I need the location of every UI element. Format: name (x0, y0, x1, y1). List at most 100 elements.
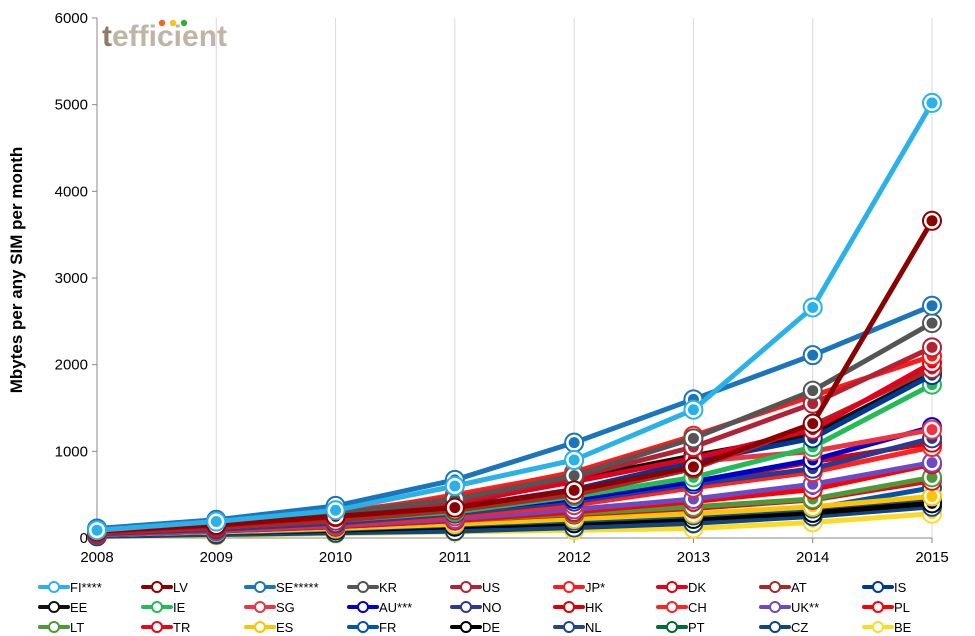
y-tick-label: 1000 (55, 443, 88, 460)
brand-prefix: t (102, 20, 112, 53)
data-point-fill (926, 97, 938, 109)
data-point-fill (449, 502, 461, 514)
legend-label: PL (894, 600, 910, 615)
y-tick-label: 6000 (55, 10, 88, 27)
data-point-fill (807, 385, 819, 397)
legend-item: FI**** (38, 580, 102, 595)
legend-label: IS (894, 580, 907, 595)
data-point-fill (568, 437, 580, 449)
data-point-fill (926, 471, 938, 483)
legend-swatch-marker (460, 601, 472, 613)
legend-item: CZ (759, 620, 808, 635)
legend-item: TR (141, 620, 190, 635)
legend-item: SG (244, 600, 295, 615)
legend-label: SE***** (276, 580, 319, 595)
data-point-fill (926, 490, 938, 502)
axes (92, 17, 933, 543)
legend-swatch-marker (254, 621, 266, 633)
data-point-fill (687, 461, 699, 473)
legend-swatch-marker (769, 621, 781, 633)
legend-item: EE (38, 600, 88, 615)
legend-label: CZ (791, 620, 808, 635)
legend-label: IE (173, 600, 186, 615)
svg-text:tefficient: tefficient (102, 20, 227, 53)
x-tick-label: 2011 (439, 549, 471, 566)
series-lines (87, 92, 942, 547)
y-axis-label: Mbytes per any SIM per month (7, 147, 26, 394)
legend-label: FI**** (70, 580, 102, 595)
legend-swatch-marker (48, 621, 60, 633)
legend-label: PT (688, 620, 705, 635)
legend-item: JP* (553, 580, 605, 595)
legend-swatch-marker (460, 621, 472, 633)
legend-item: LV (141, 580, 188, 595)
y-tick-label: 5000 (55, 97, 88, 114)
legend-item: AT (759, 580, 807, 595)
legend-swatch-marker (563, 581, 575, 593)
legend-item: NL (553, 620, 602, 635)
legend-label: AU*** (379, 600, 412, 615)
data-point-fill (926, 457, 938, 469)
legend-swatch-marker (151, 621, 163, 633)
logo-dot-yellow (169, 19, 177, 27)
legend-item: NO (450, 600, 502, 615)
legend-label: UK** (791, 600, 819, 615)
legend-label: DK (688, 580, 706, 595)
legend-item: FR (347, 620, 396, 635)
legend: FI**** LV SE***** KR US JP* DK AT IS EE IE SG AU*** N… (38, 580, 912, 635)
legend-item: HK (553, 600, 603, 615)
legend-label: LT (70, 620, 84, 635)
legend-item: KR (347, 580, 397, 595)
legend-item: US (450, 580, 500, 595)
x-tick-label: 2008 (80, 549, 113, 566)
series-line (94, 100, 935, 533)
legend-swatch-marker (254, 581, 266, 593)
legend-swatch-marker (563, 601, 575, 613)
legend-item: BE (862, 620, 912, 635)
legend-swatch-marker (563, 621, 575, 633)
y-tick-label: 4000 (55, 183, 88, 200)
legend-swatch-marker (666, 581, 678, 593)
legend-swatch-marker (48, 581, 60, 593)
legend-swatch-marker (872, 581, 884, 593)
data-point-fill (926, 215, 938, 227)
brand-name: efficient (112, 20, 227, 53)
data-point-fill (91, 524, 103, 536)
legend-swatch-marker (357, 581, 369, 593)
legend-swatch-marker (151, 601, 163, 613)
data-point-fill (210, 516, 222, 528)
data-point-fill (568, 454, 580, 466)
legend-label: NO (482, 600, 502, 615)
data-point-fill (807, 398, 819, 410)
legend-label: AT (791, 580, 807, 595)
x-tick-label: 2010 (319, 549, 352, 566)
x-tick-label: 2015 (915, 549, 948, 566)
legend-label: NL (585, 620, 602, 635)
x-tick-labels: 2008 2009 2010 2011 2012 2013 2014 2015 (80, 549, 948, 566)
x-tick-label: 2014 (796, 549, 829, 566)
legend-label: ES (276, 620, 294, 635)
data-point-fill (687, 404, 699, 416)
legend-item: DK (656, 580, 706, 595)
data-point-fill (449, 480, 461, 492)
legend-item: IE (141, 600, 186, 615)
legend-label: TR (173, 620, 190, 635)
legend-label: SG (276, 600, 295, 615)
data-point-fill (926, 341, 938, 353)
y-tick-label: 2000 (55, 357, 88, 374)
legend-swatch-marker (357, 601, 369, 613)
legend-swatch-marker (872, 601, 884, 613)
data-point-fill (926, 317, 938, 329)
legend-swatch-marker (254, 601, 266, 613)
series-line (94, 218, 935, 534)
legend-label: JP* (585, 580, 605, 595)
legend-swatch-marker (769, 601, 781, 613)
legend-label: CH (688, 600, 707, 615)
brand-logo: tefficient (102, 19, 227, 53)
legend-swatch-marker (48, 601, 60, 613)
legend-item: CH (656, 600, 707, 615)
legend-swatch-marker (357, 621, 369, 633)
legend-label: HK (585, 600, 603, 615)
